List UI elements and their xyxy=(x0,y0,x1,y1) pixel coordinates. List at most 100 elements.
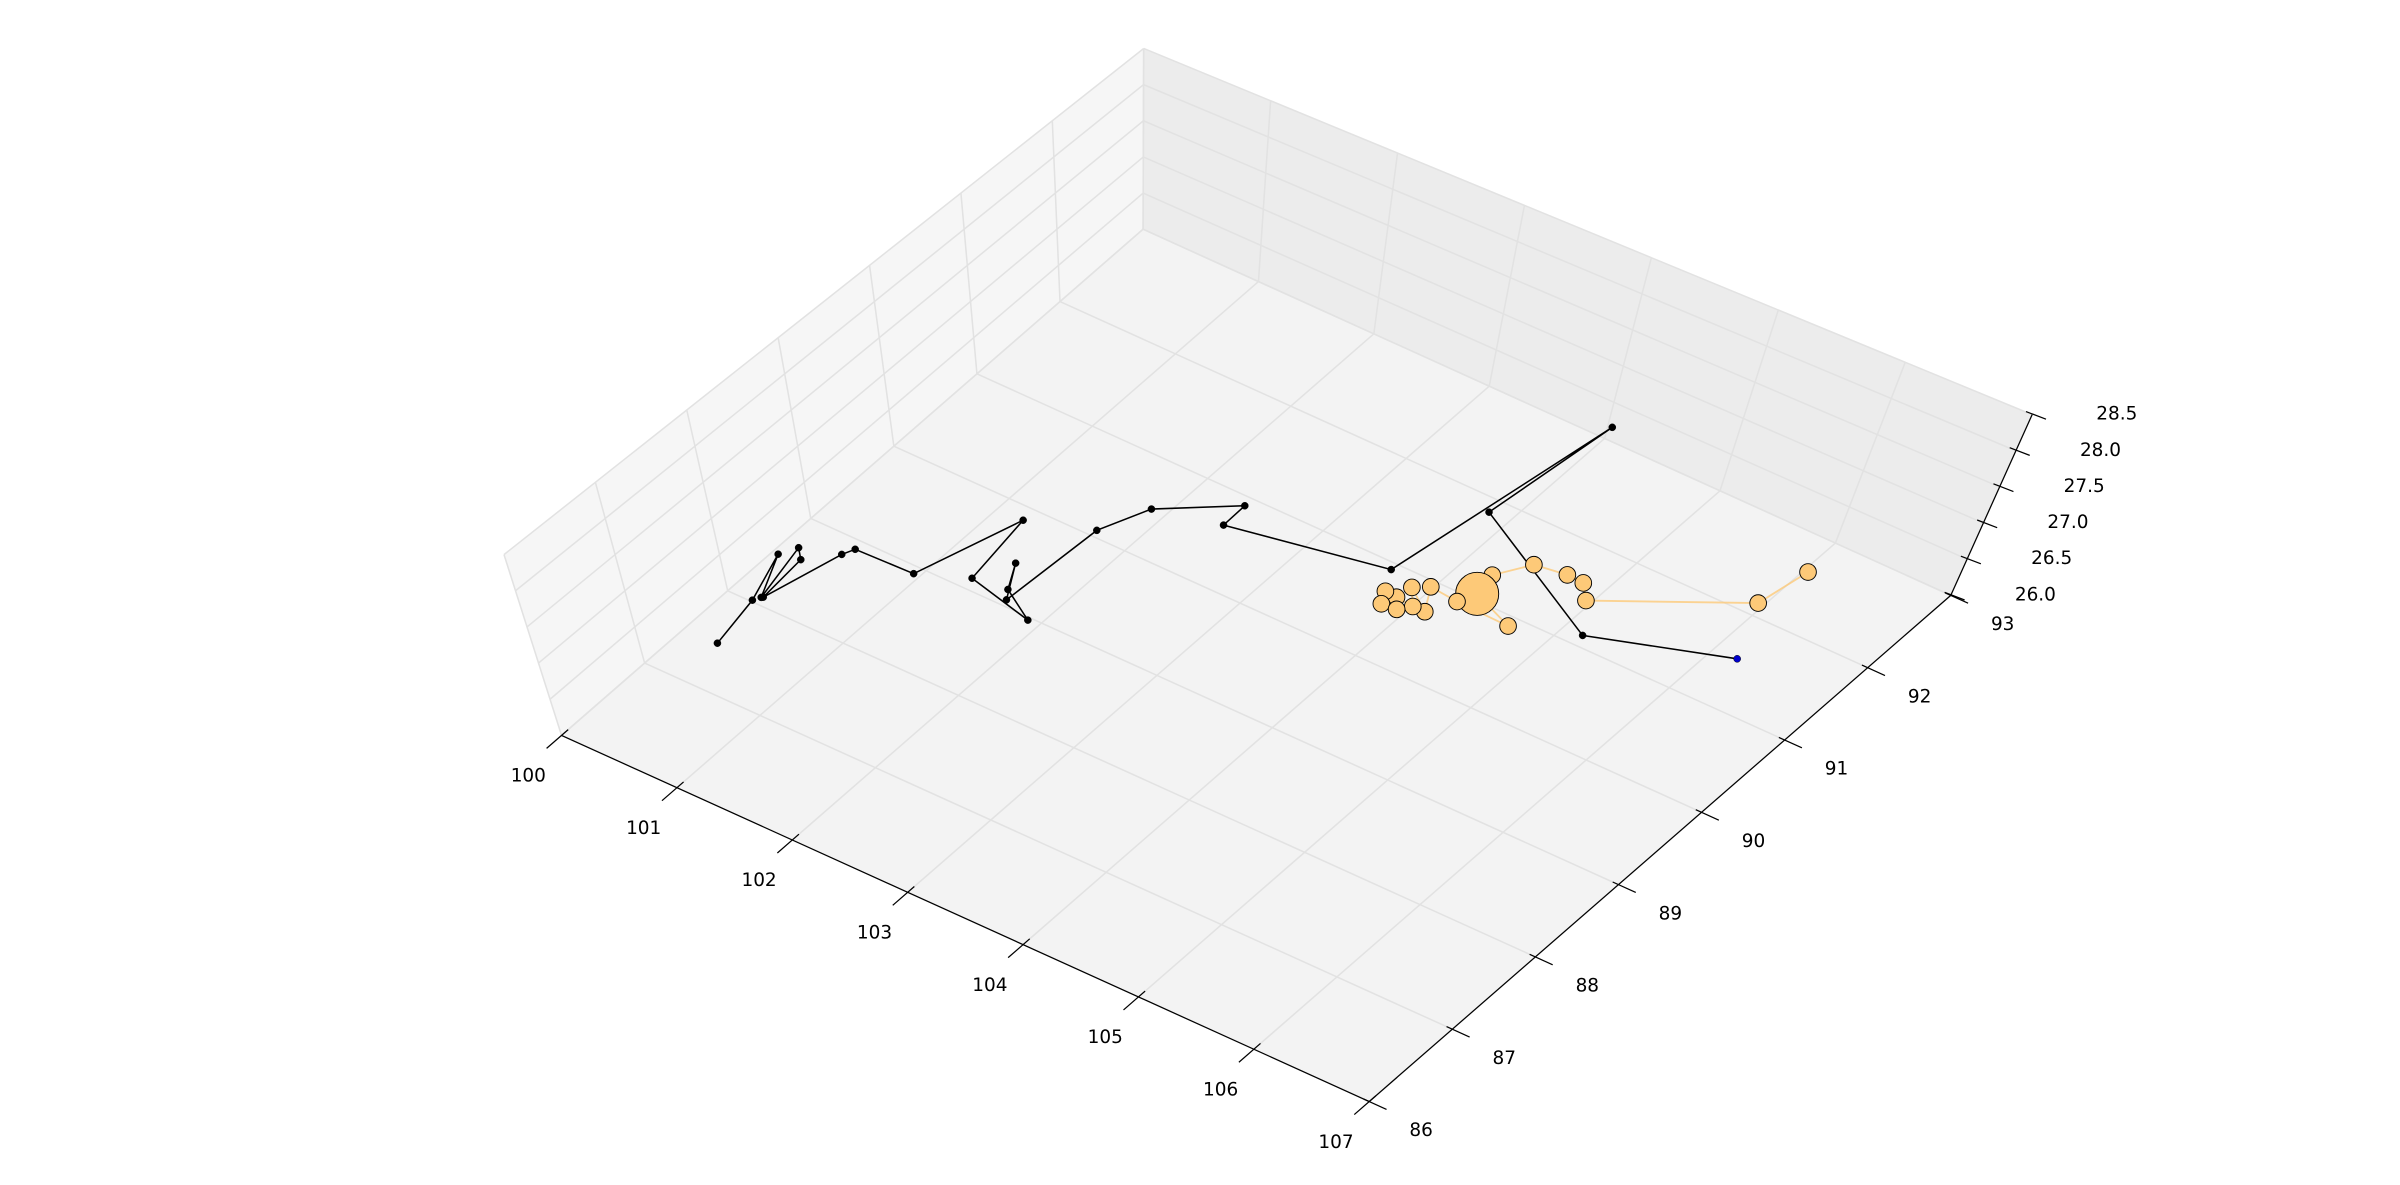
z-tick xyxy=(1944,591,1965,601)
bubble xyxy=(1558,566,1577,584)
x-tick-label: 101 xyxy=(626,818,661,839)
grid-line xyxy=(1059,300,1869,669)
grid-line xyxy=(1488,205,1526,387)
bubble xyxy=(1499,617,1517,635)
grid-line xyxy=(549,192,1144,700)
point xyxy=(759,593,768,601)
y-tick xyxy=(1446,1026,1470,1038)
grid-line xyxy=(1143,83,2017,452)
point xyxy=(1004,585,1012,594)
y-tick xyxy=(1695,809,1720,821)
grid-line xyxy=(868,265,895,447)
grid-line xyxy=(1143,120,2000,488)
bubble xyxy=(1372,594,1391,613)
grid-line xyxy=(1022,437,1606,946)
x-axis xyxy=(561,734,1370,1103)
z-tick xyxy=(1960,555,1982,565)
y-tick-label: 91 xyxy=(1825,759,1848,780)
grid-line xyxy=(791,333,1375,841)
z-tick xyxy=(2025,410,2047,420)
grid-line xyxy=(960,193,978,374)
grid-line xyxy=(1137,490,1721,998)
z-axis xyxy=(1950,414,2033,596)
x-tick xyxy=(1353,1095,1377,1116)
x-tick xyxy=(776,833,800,854)
grid-line xyxy=(1142,228,1952,597)
point xyxy=(797,555,805,564)
grid-line xyxy=(1051,120,1061,302)
y-tick xyxy=(1363,1098,1387,1110)
x-tick xyxy=(1007,938,1031,959)
floor-pane xyxy=(561,229,1951,1102)
bubble xyxy=(1749,594,1767,612)
bubble xyxy=(1799,563,1817,581)
grid-line xyxy=(907,385,1490,893)
point xyxy=(1093,526,1101,535)
grid-line xyxy=(503,554,563,736)
point xyxy=(851,545,859,554)
y-tick xyxy=(1612,881,1637,894)
grid-line xyxy=(1834,362,1906,544)
y-tick-label: 89 xyxy=(1659,903,1682,924)
point xyxy=(1024,616,1032,624)
grid-line xyxy=(1142,192,1968,560)
grid-line xyxy=(561,228,1144,736)
z-tick-label: 26.5 xyxy=(2031,548,2072,569)
point xyxy=(909,569,918,578)
bubble xyxy=(1525,555,1543,574)
point xyxy=(1241,502,1249,510)
point xyxy=(968,574,976,583)
grid-line xyxy=(810,517,1619,886)
x-tick xyxy=(892,886,915,906)
x-tick xyxy=(546,729,569,749)
grid-line xyxy=(1142,48,1145,230)
x-tick-label: 106 xyxy=(1203,1079,1238,1100)
grid-line xyxy=(727,590,1536,958)
x-tick xyxy=(1238,1042,1261,1063)
point xyxy=(1011,559,1020,567)
grid-line xyxy=(503,47,1145,556)
grid-line xyxy=(777,337,812,519)
bubble xyxy=(1574,574,1593,592)
point xyxy=(748,596,757,604)
grid-line xyxy=(1253,542,1836,1050)
grid-line xyxy=(686,409,729,591)
grid-line xyxy=(526,120,1144,628)
z-tick-label: 27.5 xyxy=(2064,476,2105,497)
left-pane xyxy=(504,48,1144,736)
grid-line xyxy=(1373,152,1399,334)
point xyxy=(1608,423,1617,432)
x-tick-label: 102 xyxy=(741,870,776,891)
y-tick xyxy=(1861,664,1886,677)
y-tick-label: 87 xyxy=(1492,1048,1515,1069)
grid-line xyxy=(676,280,1259,789)
z-tick-label: 28.0 xyxy=(2080,440,2121,461)
point xyxy=(774,550,782,558)
bubble xyxy=(1455,571,1500,616)
grid-line xyxy=(1257,100,1272,282)
grid-line xyxy=(1143,47,2033,416)
point xyxy=(1147,505,1156,513)
x-tick-label: 103 xyxy=(857,923,892,944)
x-tick xyxy=(1123,990,1146,1011)
grid-line xyxy=(644,662,1453,1030)
y-tick-label: 93 xyxy=(1991,614,2014,635)
y-tick xyxy=(1529,953,1553,966)
point xyxy=(1733,655,1741,663)
y-tick-label: 86 xyxy=(1409,1120,1432,1141)
bubble xyxy=(1448,592,1466,611)
grid-line xyxy=(893,445,1702,814)
bubble xyxy=(1387,600,1406,619)
bubble xyxy=(1403,578,1421,597)
point xyxy=(1219,521,1228,529)
grid-line xyxy=(594,482,646,664)
point xyxy=(713,639,722,647)
grid-line xyxy=(538,156,1144,664)
bubble xyxy=(1577,591,1595,610)
z-tick xyxy=(2009,447,2030,456)
x-tick xyxy=(661,781,684,802)
y-tick-label: 92 xyxy=(1908,686,1931,707)
point xyxy=(1387,565,1395,574)
z-tick-label: 28.5 xyxy=(2096,404,2137,425)
